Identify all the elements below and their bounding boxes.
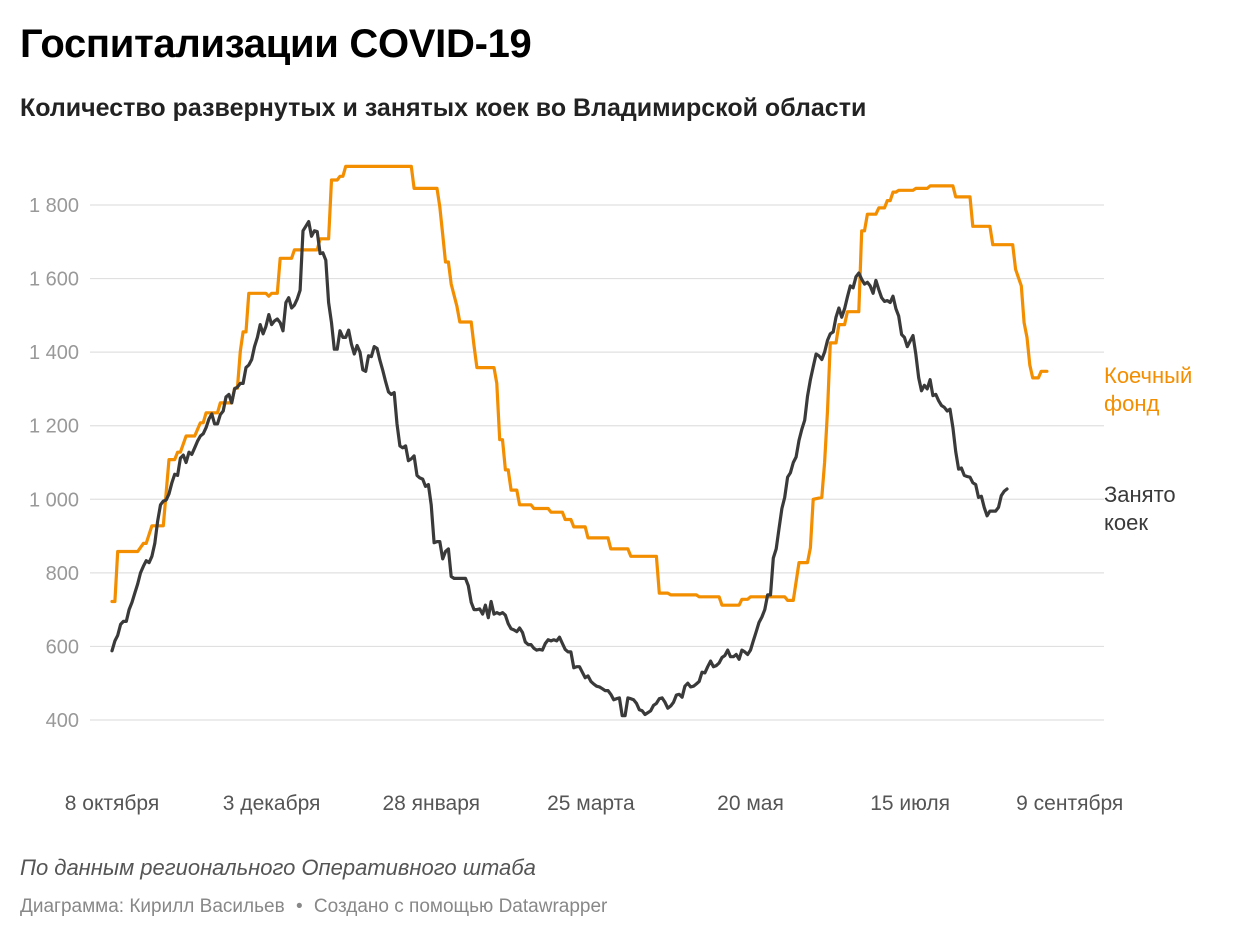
y-tick-label: 1 400 bbox=[29, 342, 79, 364]
gridlines bbox=[90, 204, 1104, 721]
chart-title: Госпитализации COVID-19 bbox=[20, 22, 532, 66]
y-tick-label: 800 bbox=[46, 563, 79, 585]
series-labels: Коечный фонд Занято коек bbox=[1104, 363, 1192, 535]
chart-credit: Диаграмма: Кирилл Васильев bbox=[20, 896, 285, 917]
y-tick-label: 1 000 bbox=[29, 489, 79, 511]
y-axis-ticks: 400 600 800 1 000 1 200 1 400 1 600 1 800 bbox=[29, 195, 79, 732]
x-tick-label: 3 декабря bbox=[223, 792, 321, 815]
chart-subtitle: Количество развернутых и занятых коек во… bbox=[20, 94, 867, 122]
x-tick-label: 28 января bbox=[382, 792, 480, 815]
occupied-series-label: Занято коек bbox=[1104, 482, 1176, 535]
x-tick-label: 15 июля bbox=[870, 792, 950, 815]
y-tick-label: 600 bbox=[46, 636, 79, 658]
x-tick-label: 25 марта bbox=[547, 792, 635, 815]
x-tick-label: 20 мая bbox=[717, 792, 784, 815]
y-tick-label: 1 800 bbox=[29, 195, 79, 217]
x-tick-label: 8 октября bbox=[65, 792, 159, 815]
line-chart: 400 600 800 1 000 1 200 1 400 1 600 1 800 8 окт… bbox=[29, 164, 1192, 815]
y-tick-label: 1 600 bbox=[29, 269, 79, 291]
occupied-line bbox=[110, 220, 1009, 718]
capacity-series-label: Коечный фонд bbox=[1104, 363, 1192, 416]
x-tick-label: 9 сентября bbox=[1016, 792, 1123, 815]
series-lines bbox=[110, 164, 1049, 718]
x-axis-ticks: 8 октября 3 декабря 28 января 25 марта 20 ма… bbox=[65, 792, 1124, 815]
byline-separator: • bbox=[295, 896, 303, 917]
source-note: По данным регионального Оперативного шта… bbox=[20, 855, 536, 880]
y-tick-label: 400 bbox=[46, 710, 79, 732]
y-tick-label: 1 200 bbox=[29, 416, 79, 438]
made-with-link[interactable]: Создано с помощью Datawrapper bbox=[313, 896, 608, 917]
capacity-line bbox=[110, 164, 1049, 607]
byline: Диаграмма: Кирилл Васильев • Создано с п… bbox=[20, 896, 607, 918]
